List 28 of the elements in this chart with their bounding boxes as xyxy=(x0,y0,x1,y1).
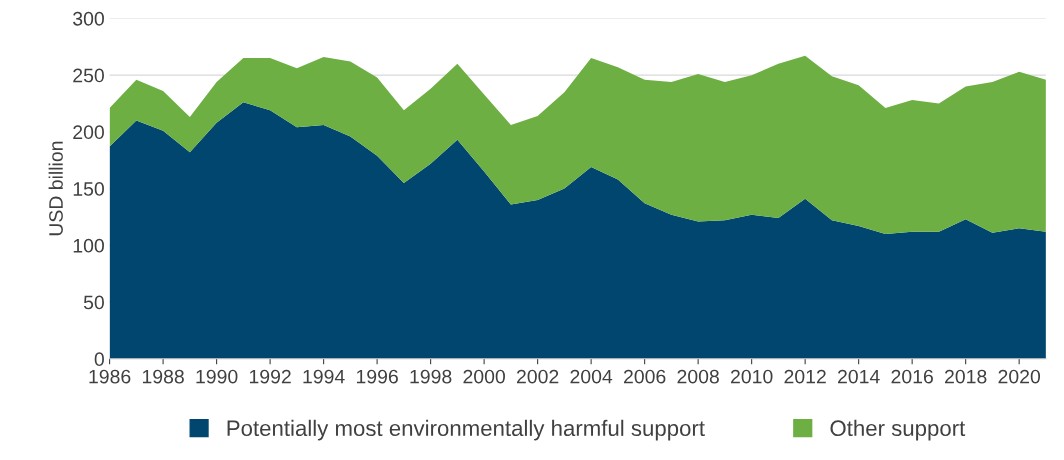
legend-label: Potentially most environmentally harmful support xyxy=(227,419,705,441)
x-tick-label: 1990 xyxy=(196,369,238,384)
x-tick-label: 2018 xyxy=(945,369,987,384)
x-tick-label: 2016 xyxy=(891,369,933,384)
x-tick-label: 2004 xyxy=(570,369,613,384)
x-tick-label: 2014 xyxy=(838,369,880,384)
x-tick-label: 2002 xyxy=(516,369,559,384)
legend-label: Other support xyxy=(830,419,966,441)
y-tick-label: 100 xyxy=(73,238,104,253)
x-tick-label: 1988 xyxy=(142,369,184,384)
x-tick-label: 1998 xyxy=(410,369,452,384)
x-tick-label: 1994 xyxy=(303,369,345,384)
x-tick-label: 2012 xyxy=(784,369,826,384)
y-axis-title: USD billion xyxy=(48,141,63,236)
y-tick-label: 250 xyxy=(73,68,104,83)
x-tick-label: 2010 xyxy=(730,369,773,384)
y-tick-label: 300 xyxy=(73,11,104,26)
y-tick-label: 0 xyxy=(94,352,104,367)
x-tick-label: 2008 xyxy=(677,369,719,384)
x-tick-label: 1996 xyxy=(356,369,398,384)
x-tick-label: 1986 xyxy=(89,369,131,384)
x-tick-label: 2000 xyxy=(463,369,505,384)
y-tick-label: 200 xyxy=(73,125,104,140)
x-tick-label: 2006 xyxy=(623,369,666,384)
y-tick-label: 150 xyxy=(73,182,104,196)
x-tick-label: 1992 xyxy=(249,369,291,384)
y-tick-label: 50 xyxy=(83,295,104,310)
x-tick-label: 2020 xyxy=(998,369,1041,384)
